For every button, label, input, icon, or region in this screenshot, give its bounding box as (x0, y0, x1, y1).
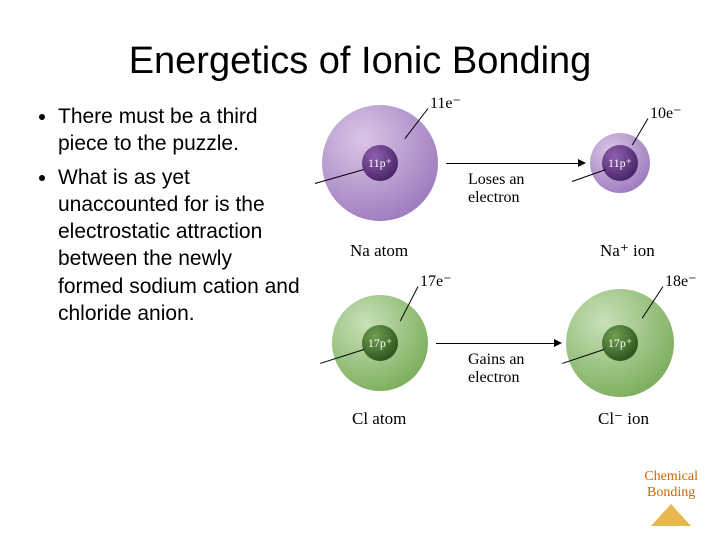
na-atom-nucleus: 11p⁺ (362, 145, 398, 181)
arrow-label-line: Gains an (468, 351, 524, 368)
cl-ion-nucleus: 17p⁺ (602, 325, 638, 361)
bullet-list: There must be a third piece to the puzzl… (40, 103, 300, 443)
footer-line: Bonding (647, 485, 695, 500)
na-atom-nucleus-label: 11p⁺ (368, 156, 392, 171)
footer-badge: Chemical Bonding (644, 469, 698, 526)
arrow-label-line: Loses an (468, 171, 524, 188)
arrow-line (436, 343, 554, 344)
arrow-label: Loses an electron (468, 171, 524, 207)
content-row: There must be a third piece to the puzzl… (0, 103, 720, 443)
cl-ion-name-label: Cl⁻ ion (598, 409, 649, 429)
footer-line: Chemical (644, 469, 698, 484)
cl-atom-name-label: Cl atom (352, 409, 406, 429)
na-ion-name-label: Na⁺ ion (600, 241, 655, 261)
arrow-head-icon (554, 339, 562, 347)
arrow-head-icon (578, 159, 586, 167)
cl-atom-nucleus: 17p⁺ (362, 325, 398, 361)
cl-atom-electron-label: 17e⁻ (420, 271, 452, 291)
cl-ion-electron-label: 18e⁻ (665, 271, 697, 291)
bullet-item: What is as yet unaccounted for is the el… (58, 164, 300, 328)
cl-ion-nucleus-label: 17p⁺ (608, 336, 632, 351)
arrow-label: Gains an electron (468, 351, 524, 387)
ionic-bonding-diagram: 11p⁺ 11e⁻ Na atom 11p⁺ 10e⁻ Na⁺ ion 17p⁺… (300, 103, 690, 443)
page-title: Energetics of Ionic Bonding (0, 0, 720, 103)
na-atom-electron-label: 11e⁻ (430, 93, 461, 113)
bullet-item: There must be a third piece to the puzzl… (58, 103, 300, 158)
na-ion-electron-label: 10e⁻ (650, 103, 682, 123)
arrow-label-line: electron (468, 189, 520, 206)
na-atom-name-label: Na atom (350, 241, 408, 261)
arrow-label-line: electron (468, 369, 520, 386)
triangle-icon (651, 504, 691, 526)
na-ion-nucleus-label: 11p⁺ (608, 156, 632, 171)
footer-text: Chemical Bonding (644, 469, 698, 500)
na-ion-nucleus: 11p⁺ (602, 145, 638, 181)
cl-atom-nucleus-label: 17p⁺ (368, 336, 392, 351)
arrow-line (446, 163, 578, 164)
